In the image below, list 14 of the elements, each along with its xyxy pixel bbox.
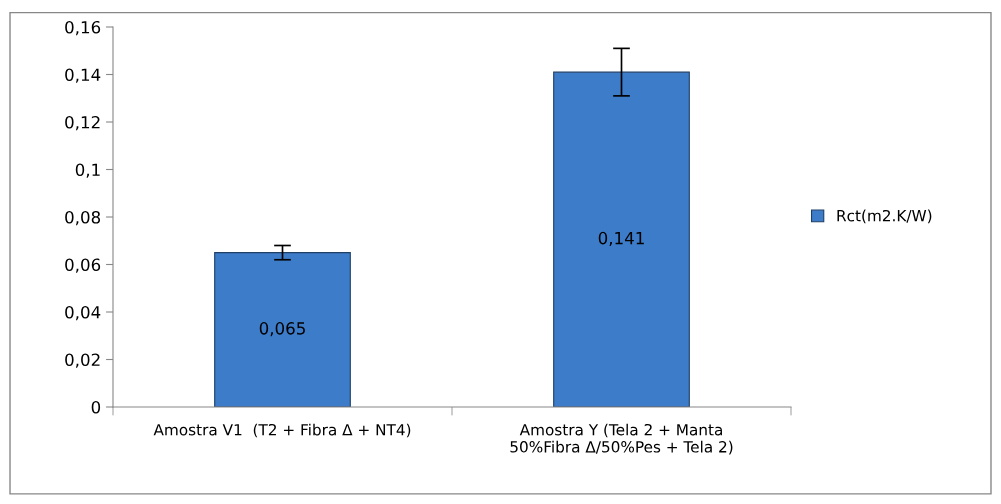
y-tick-label: 0: [91, 400, 101, 414]
x-tick-label: Amostra Y (Tela 2 + Manta 50%Fibra Δ/50%Pes + Tela 2): [510, 423, 733, 455]
text: 0,141: [598, 231, 644, 247]
x-tick-label: Amostra V1 (T2 + Fibra Δ + NT4): [153, 423, 411, 438]
y-tick-label: 0,04: [65, 305, 101, 321]
y-tick-label: 0,14: [65, 68, 101, 83]
legend-label: Rct(m2.K/W): [837, 209, 932, 224]
text: 0,065: [259, 322, 305, 337]
y-tick-label: 0,12: [65, 115, 100, 131]
y-tick-label: 0,06: [65, 258, 101, 273]
y-tick-label: 0,02: [65, 353, 100, 368]
y-tick-label: 0,16: [65, 20, 101, 36]
y-tick-label: 0,08: [65, 210, 101, 226]
y-tick-label: 0,1: [75, 163, 100, 178]
